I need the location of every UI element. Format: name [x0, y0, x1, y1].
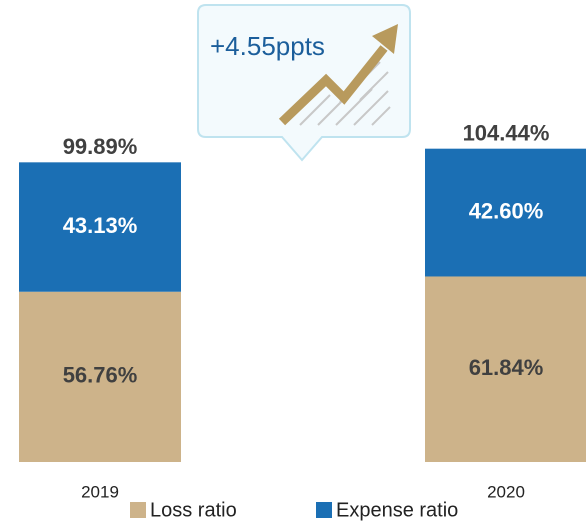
legend-swatch — [130, 502, 146, 518]
arrow-head — [372, 24, 398, 54]
legend-swatch — [316, 502, 332, 518]
total-label: 99.89% — [63, 134, 138, 159]
bar-segment — [425, 148, 586, 277]
total-label: 104.44% — [463, 120, 550, 145]
bar-segment — [19, 162, 181, 292]
x-tick-label: 2019 — [81, 482, 119, 501]
trend-arrow — [278, 45, 388, 126]
annotation: +4.55ppts — [210, 31, 325, 61]
value-label: 56.76% — [63, 363, 138, 388]
value-label: 43.13% — [63, 213, 138, 238]
x-tick-label: 2020 — [487, 482, 525, 501]
callout: +4.55ppts — [197, 4, 411, 162]
value-label: 42.60% — [469, 198, 544, 223]
bar-segment — [19, 291, 181, 462]
legend-label: Expense ratio — [336, 499, 458, 521]
bar-segment — [425, 276, 586, 462]
legend-label: Loss ratio — [150, 499, 237, 521]
value-label: 61.84% — [469, 355, 544, 380]
